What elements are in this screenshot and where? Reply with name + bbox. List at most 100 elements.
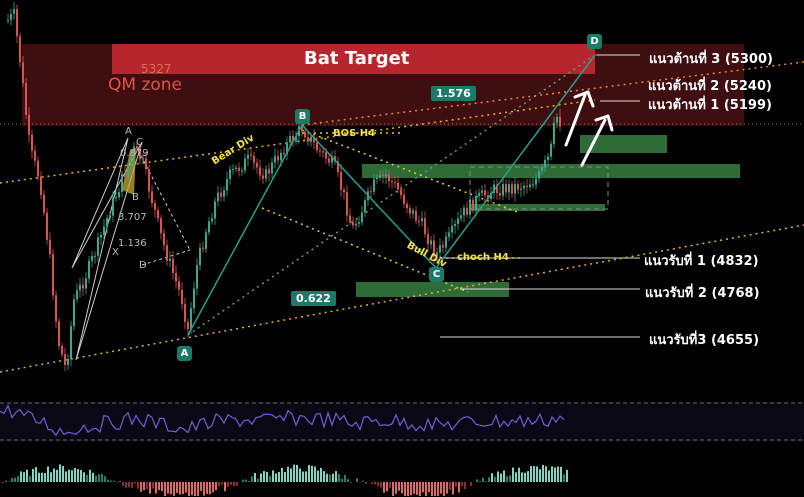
macd-bar xyxy=(497,471,499,482)
candle-body xyxy=(463,207,465,216)
macd-bar xyxy=(461,482,463,487)
macd-bar xyxy=(320,467,322,482)
candle-body xyxy=(412,210,414,214)
macd-bar xyxy=(233,482,235,487)
candle-body xyxy=(301,126,303,132)
candle-body xyxy=(241,170,243,172)
candle-body xyxy=(49,239,51,255)
candle-body xyxy=(439,245,441,253)
candle-body xyxy=(376,177,378,180)
macd-bar xyxy=(116,482,118,483)
candle-body xyxy=(190,308,192,330)
macd-bar xyxy=(428,482,430,493)
macd-bar xyxy=(134,482,136,484)
macd-bar xyxy=(317,470,319,482)
macd-bar xyxy=(470,482,472,486)
candle-body xyxy=(481,190,483,193)
resistance-3-label: แนวต้านที่ 3 (5300) xyxy=(649,52,773,67)
candle-body xyxy=(247,154,249,159)
candle-body xyxy=(211,218,213,222)
macd-bar xyxy=(167,482,169,494)
candle-body xyxy=(61,345,63,355)
macd-bar xyxy=(254,473,256,482)
bos-h4-label: BOS H4 xyxy=(333,128,376,139)
candle-body xyxy=(118,192,120,198)
candle-body xyxy=(157,210,159,219)
candle-body xyxy=(493,184,495,193)
candle-body xyxy=(43,194,45,213)
macd-bar xyxy=(440,482,442,494)
candle-body xyxy=(175,272,177,282)
candle-body xyxy=(304,131,306,138)
macd-bar xyxy=(263,471,265,482)
candle-body xyxy=(151,191,153,204)
candle-body xyxy=(19,36,21,63)
candle-body xyxy=(181,289,183,305)
macd-bar xyxy=(77,469,79,482)
qm-zone-label: QM zone xyxy=(108,75,183,95)
candle-body xyxy=(505,184,507,193)
macd-bar xyxy=(299,468,301,482)
candle-body xyxy=(37,160,39,177)
candle-body xyxy=(271,162,273,174)
candle-body xyxy=(445,236,447,248)
candle-body xyxy=(91,256,93,261)
candle-body xyxy=(385,174,387,177)
candle-body xyxy=(127,164,129,178)
candle-body xyxy=(292,135,294,142)
candlestick-series xyxy=(7,1,561,372)
candle-body xyxy=(115,197,117,199)
macd-bar xyxy=(260,473,262,482)
macd-bar xyxy=(491,473,493,482)
candle-body xyxy=(325,152,327,159)
macd-bar xyxy=(314,466,316,482)
candle-body xyxy=(316,142,318,151)
macd-bar xyxy=(206,482,208,494)
candle-body xyxy=(193,288,195,309)
candle-body xyxy=(148,169,150,192)
candle-body xyxy=(538,171,540,179)
candle-body xyxy=(478,192,480,197)
candle-body xyxy=(187,321,189,330)
candle-body xyxy=(40,176,42,195)
candle-body xyxy=(406,203,408,209)
candle-body xyxy=(25,83,27,115)
candle-body xyxy=(238,167,240,171)
macd-bar xyxy=(245,479,247,482)
demand-zone-4 xyxy=(356,282,509,297)
macd-bar xyxy=(230,482,232,485)
macd-bar xyxy=(389,482,391,489)
macd-bar xyxy=(392,482,394,496)
macd-bar xyxy=(56,469,58,482)
macd-bar xyxy=(74,468,76,482)
harmonic-label-x: X xyxy=(112,247,119,258)
macd-bar xyxy=(155,482,157,494)
macd-bar xyxy=(293,464,295,482)
candle-body xyxy=(361,212,363,223)
macd-bar xyxy=(347,479,349,482)
macd-bar xyxy=(512,467,514,482)
candle-body xyxy=(388,174,390,182)
macd-bar xyxy=(86,474,88,482)
macd-bar xyxy=(407,482,409,496)
candle-body xyxy=(199,247,201,266)
candle-body xyxy=(262,175,264,179)
macd-bar xyxy=(500,473,502,482)
macd-bar xyxy=(431,482,433,496)
support-3-label: แนวรับที่3 (4655) xyxy=(649,333,760,348)
macd-bar xyxy=(203,482,205,496)
candle-body xyxy=(559,116,561,127)
candle-body xyxy=(169,258,171,261)
macd-bar xyxy=(50,472,52,482)
macd-bar xyxy=(290,468,292,482)
macd-bar xyxy=(17,476,19,482)
macd-bar xyxy=(257,478,259,482)
harmonic-label-a: A xyxy=(125,126,132,137)
candle-body xyxy=(202,247,204,249)
candle-body xyxy=(94,255,96,257)
candle-body xyxy=(511,184,513,194)
candle-body xyxy=(226,179,228,191)
candle-body xyxy=(307,137,309,142)
macd-bar xyxy=(443,482,445,496)
candle-body xyxy=(328,158,330,163)
